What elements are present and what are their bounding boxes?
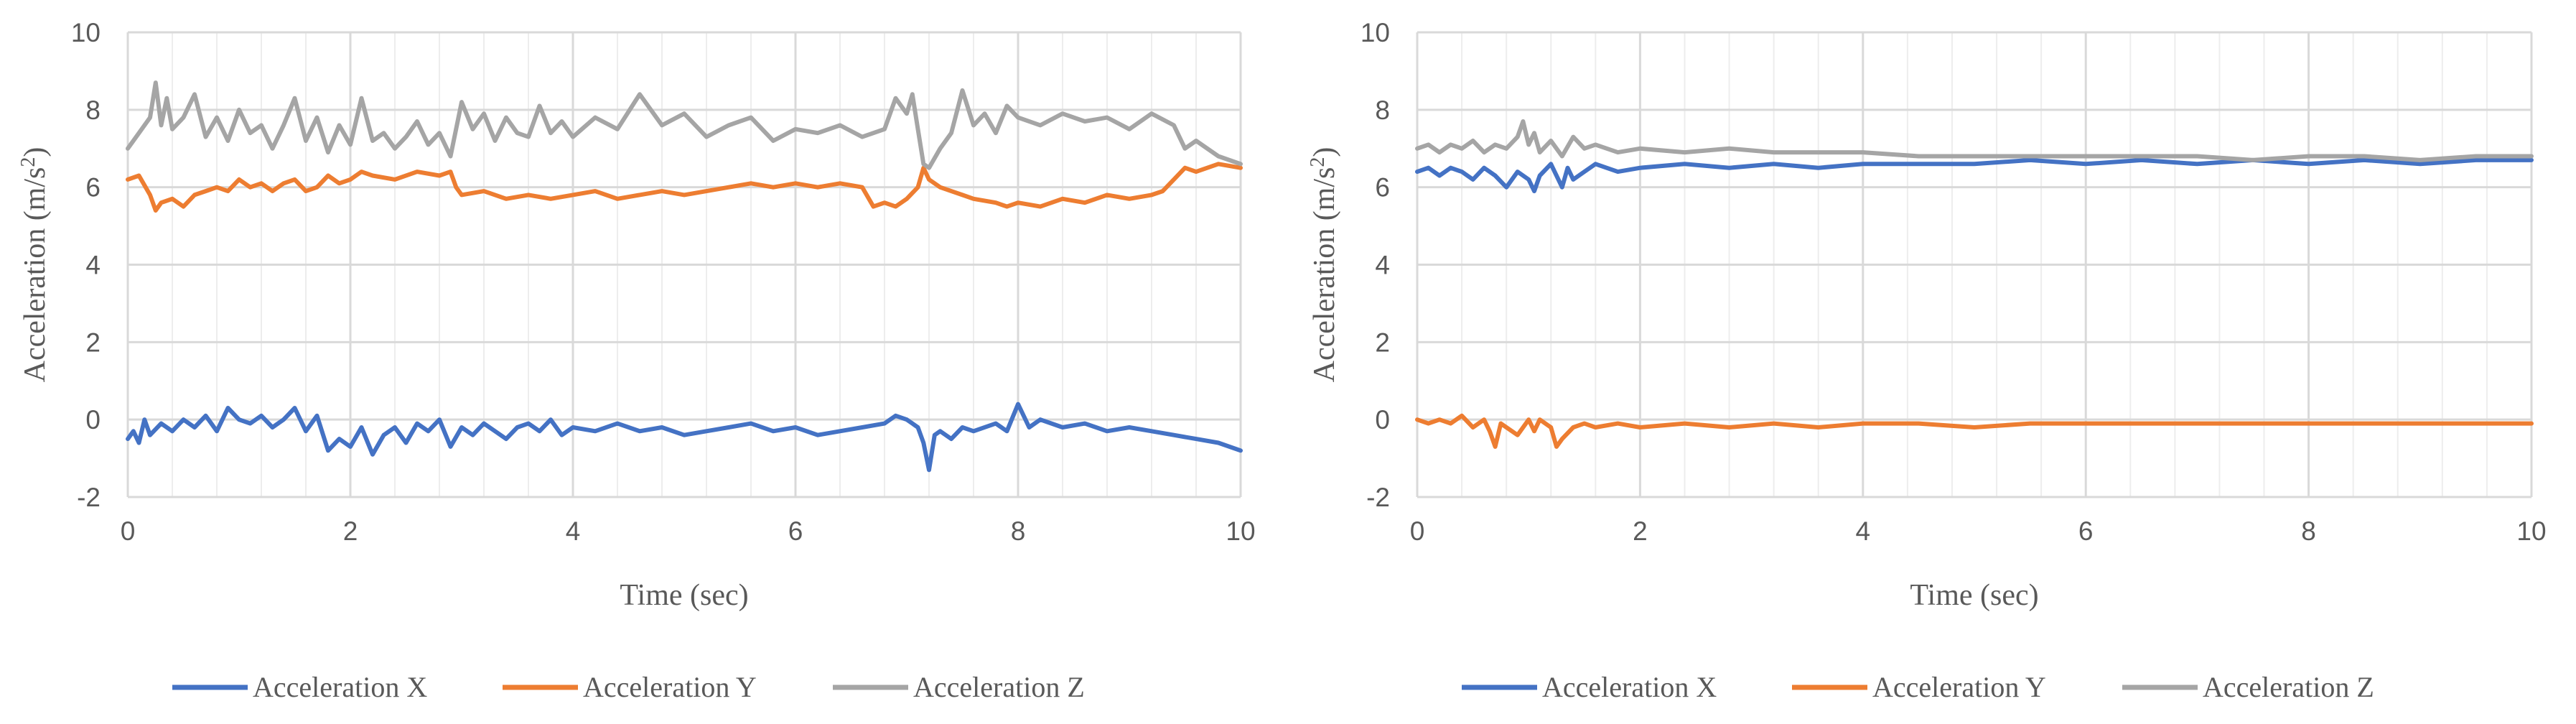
y-tick-label: 4	[85, 251, 101, 280]
legend-item: Acceleration Y	[503, 671, 757, 703]
legend-label: Acceleration X	[1542, 671, 1717, 703]
y-gridlines	[1417, 31, 2531, 498]
y-axis-title: Acceleration (m/s2)	[17, 147, 52, 383]
x-tick-label: 2	[343, 516, 358, 546]
y-tick-label: -2	[1366, 483, 1390, 512]
y-tick-label: -2	[77, 483, 101, 512]
y-gridlines	[128, 31, 1241, 498]
y-axis-title-sup: 2	[1307, 157, 1329, 167]
x-tick-label: 6	[788, 516, 803, 546]
y-tick-labels: -2 0 2 4 6 8 10	[1361, 18, 1390, 512]
y-tick-label: 6	[1375, 173, 1390, 203]
series-line-acceleration-z	[1415, 119, 2534, 162]
series-line-acceleration-z	[126, 80, 1243, 170]
legend-label: Acceleration X	[253, 671, 427, 703]
y-tick-label: 0	[85, 405, 101, 435]
x-tick-labels: 0 2 4 6 8 10	[1410, 516, 2547, 546]
series-line-acceleration-x	[126, 402, 1243, 473]
legend-label: Acceleration Z	[913, 671, 1085, 703]
y-tick-labels: -2 0 2 4 6 8 10	[71, 18, 101, 512]
legend-item: Acceleration Y	[1792, 671, 2046, 703]
x-tick-label: 4	[1856, 516, 1871, 546]
legend-label: Acceleration Y	[583, 671, 757, 703]
y-tick-label: 10	[71, 18, 101, 47]
x-tick-label: 4	[566, 516, 581, 546]
legend-item: Acceleration X	[172, 671, 427, 703]
y-tick-label: 6	[85, 173, 101, 203]
x-tick-label: 10	[2516, 516, 2546, 546]
x-tick-label: 6	[2078, 516, 2094, 546]
series-lines	[126, 80, 1243, 473]
series-line-acceleration-x	[1415, 157, 2534, 194]
legend: Acceleration X Acceleration Y Acceleration…	[1462, 671, 2374, 703]
y-axis-title-sup: 2	[17, 157, 39, 167]
legend: Acceleration X Acceleration Y Acceleration…	[172, 671, 1085, 703]
legend-item: Acceleration Z	[833, 671, 1085, 703]
legend-label: Acceleration Z	[2203, 671, 2374, 703]
y-axis-title-main: Acceleration (m/s	[19, 167, 52, 383]
x-tick-label: 8	[1011, 516, 1026, 546]
y-tick-label: 10	[1361, 18, 1390, 47]
x-axis-title: Time (sec)	[620, 579, 748, 612]
x-tick-label: 10	[1226, 516, 1255, 546]
y-tick-label: 2	[1375, 328, 1390, 357]
series-line-acceleration-y	[1415, 413, 2534, 449]
y-axis-title: Acceleration (m/s2)	[1307, 147, 1341, 383]
x-tick-label: 8	[2301, 516, 2316, 546]
y-axis-title-end: )	[19, 147, 52, 157]
x-axis-title: Time (sec)	[1910, 579, 2038, 612]
y-tick-label: 0	[1375, 405, 1390, 435]
x-tick-label: 0	[121, 516, 136, 546]
y-tick-label: 4	[1375, 251, 1390, 280]
series-lines	[1415, 119, 2534, 449]
y-axis-title-end: )	[1308, 147, 1341, 157]
x-tick-label: 0	[1410, 516, 1425, 546]
legend-item: Acceleration Z	[2122, 671, 2374, 703]
legend-label: Acceleration Y	[1872, 671, 2046, 703]
x-tick-labels: 0 2 4 6 8 10	[121, 516, 1256, 546]
y-axis-title-main: Acceleration (m/s	[1308, 167, 1341, 383]
y-tick-label: 8	[85, 96, 101, 125]
x-tick-label: 2	[1633, 516, 1648, 546]
y-tick-label: 8	[1375, 96, 1390, 125]
legend-item: Acceleration X	[1462, 671, 1717, 703]
y-tick-label: 2	[85, 328, 101, 357]
chart-right: -2 0 2 4 6 8 10 0 2 4 6 8 10 Time (sec) Acceleration (…	[1307, 18, 2547, 703]
chart-left: -2 0 2 4 6 8 10 0 2 4 6 8 10 Time (sec) Acceleration (…	[17, 18, 1256, 703]
series-line-acceleration-y	[126, 162, 1243, 213]
